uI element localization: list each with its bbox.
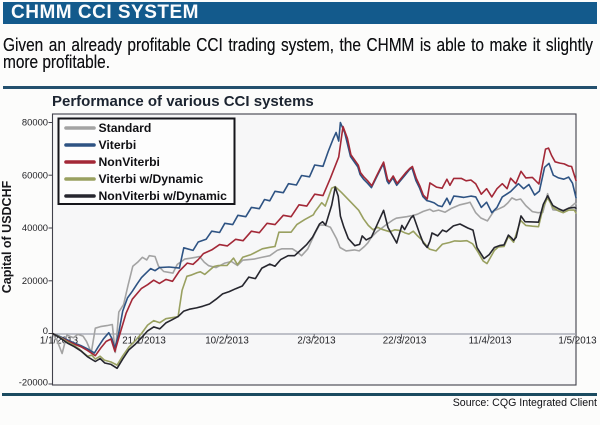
svg-text:Viterbi: Viterbi	[99, 138, 137, 152]
svg-text:Capital of USDCHF: Capital of USDCHF	[0, 180, 14, 293]
svg-text:Standard: Standard	[99, 121, 152, 135]
svg-text:2/3/2013: 2/3/2013	[297, 336, 336, 347]
svg-text:60000: 60000	[22, 169, 48, 180]
svg-text:Performance of various CCI sys: Performance of various CCI systems	[52, 93, 314, 110]
svg-text:20000: 20000	[22, 275, 48, 286]
svg-text:80000: 80000	[22, 117, 48, 128]
svg-text:1/5/2013: 1/5/2013	[558, 336, 597, 347]
svg-text:21/1/2013: 21/1/2013	[122, 336, 166, 347]
svg-text:40000: 40000	[22, 222, 48, 233]
svg-text:Viterbi w/Dynamic: Viterbi w/Dynamic	[99, 172, 204, 186]
svg-text:0: 0	[43, 325, 48, 336]
svg-text:1/1/2013: 1/1/2013	[40, 336, 79, 347]
svg-text:10/2/2013: 10/2/2013	[205, 336, 249, 347]
svg-text:11/4/2013: 11/4/2013	[469, 336, 512, 347]
svg-text:22/3/2013: 22/3/2013	[383, 336, 427, 347]
svg-text:NonViterbi: NonViterbi	[99, 155, 160, 169]
svg-text:NonViterbi w/Dynamic: NonViterbi w/Dynamic	[99, 189, 228, 203]
svg-text:-20000: -20000	[19, 376, 48, 387]
